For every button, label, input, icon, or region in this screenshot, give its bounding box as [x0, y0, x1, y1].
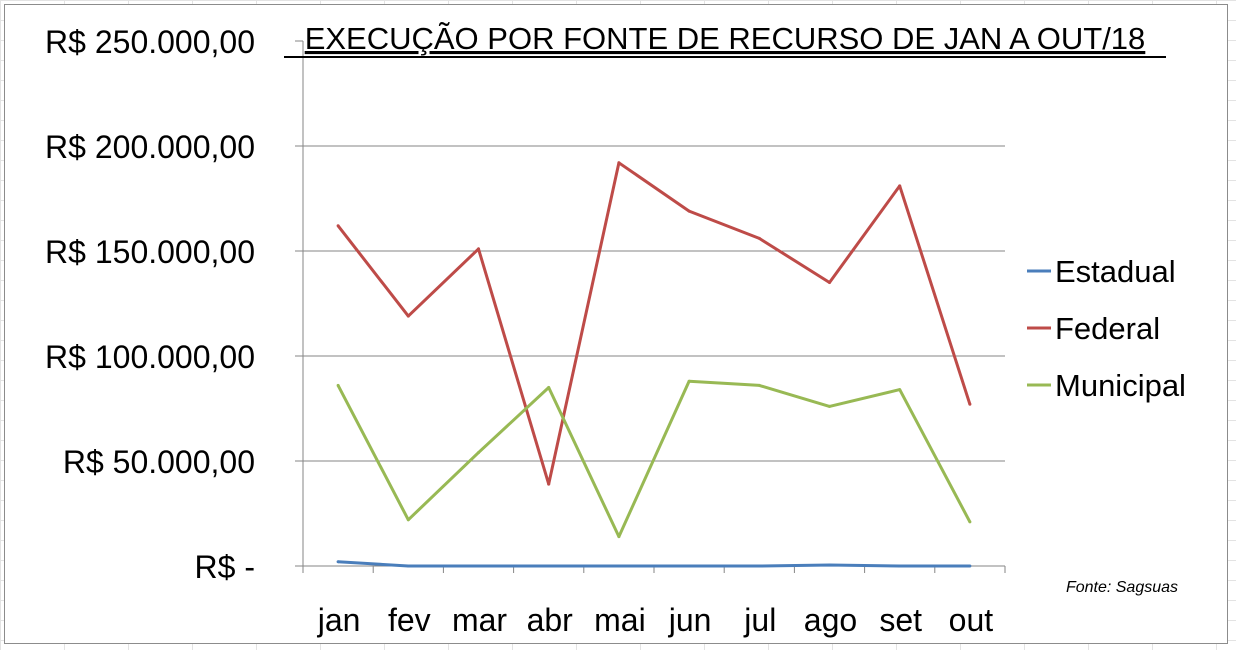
x-tick-label: out	[949, 602, 994, 638]
x-tick-label: ago	[804, 602, 857, 638]
data-point-federal	[406, 314, 410, 318]
data-point-estadual	[898, 564, 902, 568]
series-lines	[336, 161, 972, 568]
x-tick-label: set	[879, 602, 922, 638]
source-note: Fonte: Sagsuas	[1066, 579, 1178, 596]
data-point-federal	[968, 402, 972, 406]
data-point-estadual	[477, 564, 480, 568]
data-point-federal	[336, 224, 340, 228]
line-chart: R$ - R$ 50.000,00 R$ 100.000,00 R$ 150.000,…	[45, 21, 1186, 638]
x-axis-tick-labels: jan fev mar abr mai jun jul ago set out	[317, 602, 994, 638]
data-point-municipal	[898, 388, 902, 392]
y-axis-tick-labels: R$ - R$ 50.000,00 R$ 100.000,00 R$ 150.000,…	[45, 24, 255, 585]
data-point-estadual	[336, 560, 340, 564]
data-point-federal	[617, 161, 621, 165]
x-tick-label: abr	[527, 602, 574, 638]
data-point-municipal	[968, 520, 972, 524]
legend: Estadual Federal Municipal	[1027, 254, 1186, 403]
data-point-federal	[477, 247, 480, 251]
data-point-municipal	[828, 404, 831, 408]
x-tick-label: jul	[743, 602, 776, 638]
data-point-municipal	[477, 451, 480, 455]
data-point-municipal	[617, 535, 621, 539]
data-point-municipal	[547, 386, 551, 389]
chart-title: EXECUÇÃO POR FONTE DE RECURSO DE JAN A O…	[305, 21, 1146, 56]
legend-label-municipal: Municipal	[1055, 368, 1186, 403]
data-point-federal	[687, 209, 691, 213]
data-point-municipal	[336, 383, 340, 387]
data-point-federal	[547, 482, 551, 486]
y-tick-label: R$ 150.000,00	[45, 234, 255, 270]
y-tick-label: R$ 50.000,00	[63, 444, 255, 480]
x-tick-label: jan	[317, 602, 361, 638]
y-tick-label: R$ 200.000,00	[45, 129, 255, 165]
data-point-federal	[828, 281, 831, 284]
data-point-estadual	[617, 564, 621, 568]
data-point-municipal	[757, 383, 761, 387]
y-tick-label: R$ 100.000,00	[45, 339, 255, 375]
data-point-estadual	[828, 563, 831, 567]
y-tick-label: R$ -	[195, 549, 255, 585]
data-point-estadual	[968, 564, 972, 568]
chart-area: R$ - R$ 50.000,00 R$ 100.000,00 R$ 150.000,…	[4, 4, 1228, 644]
data-point-estadual	[547, 564, 551, 568]
x-tick-label: jun	[668, 602, 712, 638]
data-point-federal	[757, 236, 761, 240]
data-point-estadual	[687, 564, 691, 568]
x-tick-label: fev	[388, 602, 431, 638]
legend-label-federal: Federal	[1055, 311, 1160, 346]
series-line-municipal	[336, 379, 972, 539]
x-tick-label: mar	[452, 602, 507, 638]
data-point-municipal	[406, 518, 410, 522]
data-point-estadual	[406, 564, 410, 568]
legend-label-estadual: Estadual	[1055, 254, 1176, 289]
series-line-estadual	[338, 560, 970, 568]
gridlines	[303, 145, 1005, 462]
y-tick-label: R$ 250.000,00	[45, 24, 255, 60]
data-point-federal	[898, 184, 902, 188]
data-point-municipal	[687, 379, 691, 383]
data-point-estadual	[757, 564, 761, 568]
series-line-federal	[336, 161, 972, 486]
x-tick-label: mai	[594, 602, 646, 638]
